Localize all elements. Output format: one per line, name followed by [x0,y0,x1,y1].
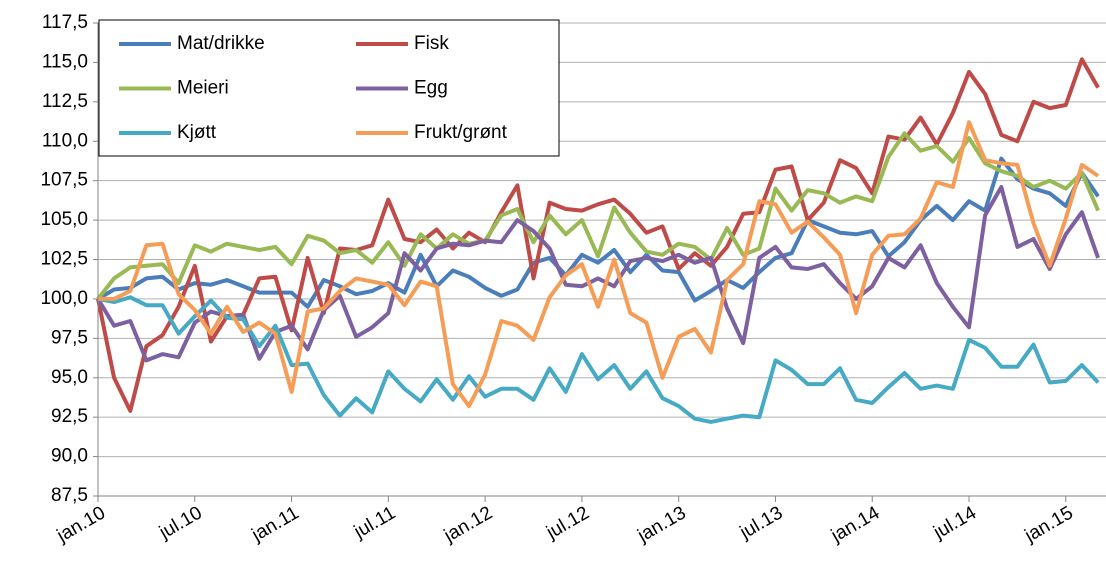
y-tick-label: 117,5 [42,12,88,33]
x-tick-label: jan.15 [1021,502,1077,547]
legend-label: Meieri [177,78,229,99]
y-tick-label: 87,5 [51,485,88,506]
y-tick-label: 112,5 [42,91,88,112]
series-line [96,156,1100,309]
legend-label: Fisk [414,33,449,54]
series-line [96,57,1100,413]
legend-label: Mat/drikke [177,33,265,54]
x-tick-label: jul.13 [736,502,787,543]
y-tick-label: 90,0 [51,446,88,467]
series-line [97,295,1100,424]
y-tick-label: 115,0 [42,51,88,72]
legend-label: Kjøtt [177,122,217,143]
x-tick-label: jan.13 [633,502,689,547]
y-tick-label: 102,5 [40,249,88,270]
series-line [98,120,1100,409]
y-tick-label: 105,0 [40,209,88,230]
x-tick-label: jul.11 [350,502,399,543]
legend-label: Egg [414,78,448,99]
x-tick-label: jan.10 [53,502,109,547]
series-line [96,131,1100,301]
legend-box [98,19,560,157]
x-tick-label: jan.14 [827,502,884,547]
y-tick-label: 92,5 [51,406,88,427]
y-tick-label: 100,0 [40,288,88,309]
x-tick-label: jul.10 [155,502,206,543]
y-tick-label: 97,5 [51,327,88,348]
x-tick-label: jul.14 [929,502,980,544]
y-tick-label: 110,0 [42,130,88,151]
x-tick-label: jan.11 [248,502,303,546]
legend-label: Frukt/grønt [414,122,508,143]
legend: Mat/drikke Fisk Meieri Egg Kjøtt Frukt/grønt [98,19,560,157]
x-tick-label: jul.12 [542,502,593,543]
x-tick-label: jan.12 [440,502,496,547]
y-tick-label: 95,0 [51,367,88,388]
y-tick-label: 107,5 [40,170,88,191]
series-line [96,185,1100,363]
plot-area [96,57,1100,424]
